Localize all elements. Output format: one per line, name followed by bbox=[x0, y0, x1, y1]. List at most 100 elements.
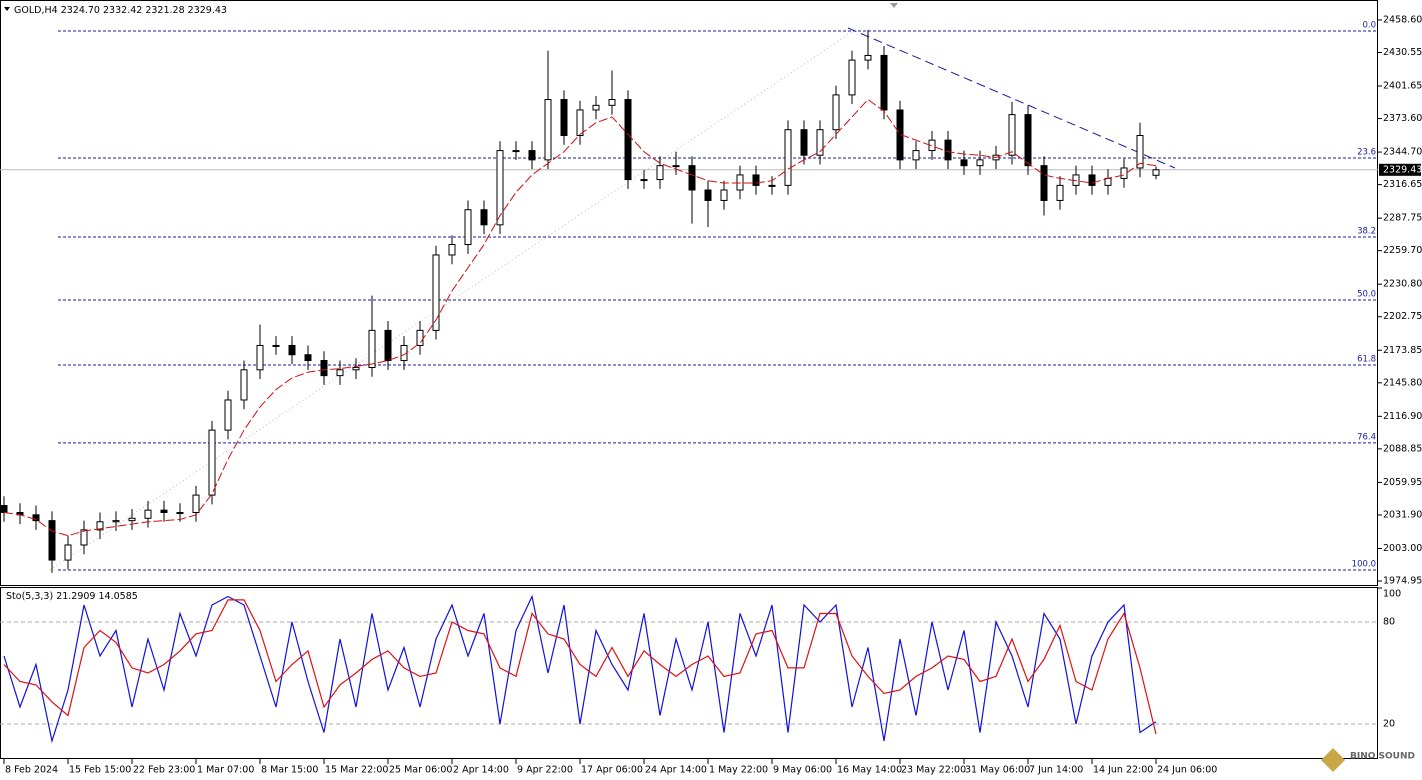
quote: 2332.42 bbox=[103, 5, 142, 16]
y-tick-label: 2003.00 bbox=[1383, 543, 1422, 554]
candle-body bbox=[112, 520, 120, 523]
x-tick-label: 1 May 22:00 bbox=[709, 765, 768, 776]
candle-body bbox=[80, 529, 88, 546]
y-tick-label: 2373.60 bbox=[1383, 113, 1422, 124]
candle-body bbox=[192, 494, 200, 513]
candle-body bbox=[432, 254, 440, 331]
main-header: GOLD,H4 2324.70 2332.42 2321.28 2329.43 bbox=[14, 5, 227, 16]
fib-label: 76.4 bbox=[1357, 432, 1376, 442]
x-tick-label: 1 Mar 07:00 bbox=[197, 765, 254, 776]
x-tick-label: 8 Mar 15:00 bbox=[261, 765, 318, 776]
candle-body bbox=[240, 369, 248, 401]
y-tick-label: 1974.95 bbox=[1383, 575, 1422, 586]
fib-anchor bbox=[49, 29, 856, 571]
candle-body bbox=[0, 505, 8, 513]
y-tick-label: 2088.85 bbox=[1383, 443, 1422, 454]
x-tick-label: 24 Apr 14:00 bbox=[645, 765, 707, 776]
candle-body bbox=[224, 399, 232, 431]
candle-body bbox=[1040, 165, 1048, 201]
price-label-box bbox=[1379, 163, 1421, 176]
candle-body bbox=[320, 360, 328, 377]
candle-body bbox=[592, 104, 600, 111]
y-tick-label: 2401.65 bbox=[1383, 81, 1422, 92]
candle-body bbox=[800, 129, 808, 156]
price-label: 2329.43 bbox=[1383, 164, 1422, 175]
x-tick-label: 24 Jun 06:00 bbox=[1157, 765, 1217, 776]
x-tick-label: 16 May 14:00 bbox=[837, 765, 902, 776]
x-tick-label: 17 Apr 06:00 bbox=[581, 765, 643, 776]
candle-body bbox=[480, 209, 488, 226]
y-tick-label: 2116.90 bbox=[1383, 411, 1422, 422]
candle-body bbox=[304, 354, 312, 362]
indicator-header: Sto(5,3,3) 21.2909 14.0585 bbox=[6, 591, 138, 602]
quote: 2324.70 bbox=[61, 5, 100, 16]
candle-body bbox=[624, 99, 632, 181]
x-tick-label: 15 Feb 15:00 bbox=[69, 765, 131, 776]
x-tick-label: 8 Feb 2024 bbox=[5, 765, 58, 776]
x-tick-label: 9 Apr 22:00 bbox=[517, 765, 573, 776]
fib-label: 50.0 bbox=[1357, 289, 1376, 299]
candle-body bbox=[960, 159, 968, 167]
y-tick-label: 2145.80 bbox=[1383, 377, 1422, 388]
y-tick-label: 2173.85 bbox=[1383, 345, 1422, 356]
y-tick-label: 2287.75 bbox=[1383, 213, 1422, 224]
fib-label: 23.6 bbox=[1357, 147, 1376, 157]
candle-body bbox=[1152, 169, 1160, 176]
candle-body bbox=[96, 521, 104, 531]
candle-body bbox=[1056, 184, 1064, 201]
candle-body bbox=[176, 511, 184, 514]
y-tick-label: 2059.95 bbox=[1383, 477, 1422, 488]
candle-body bbox=[672, 165, 680, 168]
candle-body bbox=[160, 509, 168, 513]
candle-body bbox=[1136, 134, 1144, 169]
candle-body bbox=[368, 329, 376, 368]
shift-marker bbox=[890, 3, 898, 8]
candle-body bbox=[832, 94, 840, 131]
candle-body bbox=[640, 179, 648, 182]
fib-label: 38.2 bbox=[1357, 226, 1376, 236]
stochastic-line bbox=[3, 594, 1157, 744]
fib-label: 100.0 bbox=[1352, 560, 1376, 570]
quote: 2329.43 bbox=[188, 5, 227, 16]
candle-body bbox=[752, 174, 760, 186]
candle-body bbox=[848, 59, 856, 96]
candle-body bbox=[272, 344, 280, 347]
y-tick-label: 2230.80 bbox=[1383, 279, 1422, 290]
watermark: BINO SOUND bbox=[1350, 752, 1415, 762]
candle-body bbox=[336, 369, 344, 377]
candle-body bbox=[144, 509, 152, 519]
candle-body bbox=[288, 344, 296, 356]
y-tick-label: 100 bbox=[1383, 589, 1401, 600]
candle-body bbox=[704, 189, 712, 201]
x-tick-label: 14 Jun 22:00 bbox=[1093, 765, 1153, 776]
y-tick-label: 80 bbox=[1383, 617, 1395, 628]
candle-body bbox=[1008, 114, 1016, 156]
candle-body bbox=[1088, 174, 1096, 186]
menu-arrow bbox=[4, 7, 10, 11]
y-tick-label: 2259.70 bbox=[1383, 245, 1422, 256]
main-panel bbox=[0, 0, 1378, 586]
y-tick-label: 2430.55 bbox=[1383, 47, 1422, 58]
logo bbox=[1321, 748, 1345, 772]
candle-body bbox=[496, 150, 504, 226]
x-tick-label: 25 Mar 06:00 bbox=[389, 765, 452, 776]
d-value: 14.0585 bbox=[99, 591, 138, 602]
candle-body bbox=[560, 99, 568, 136]
x-tick-label: 22 Feb 23:00 bbox=[133, 765, 195, 776]
candle-body bbox=[816, 129, 824, 156]
k-value: 21.2909 bbox=[56, 591, 95, 602]
candle-body bbox=[416, 329, 424, 346]
watermark-group: BINO SOUND bbox=[1321, 748, 1415, 772]
candle-body bbox=[528, 150, 536, 161]
candle-body bbox=[1120, 167, 1128, 179]
y-tick-label: 2031.90 bbox=[1383, 509, 1422, 520]
candle-body bbox=[464, 209, 472, 246]
candle-body bbox=[448, 244, 456, 256]
x-tick-label: 15 Mar 22:00 bbox=[325, 765, 388, 776]
candle-body bbox=[208, 429, 216, 496]
candle-body bbox=[880, 54, 888, 111]
moving-average bbox=[3, 98, 1157, 537]
candle-body bbox=[864, 54, 872, 61]
candle-body bbox=[688, 165, 696, 191]
